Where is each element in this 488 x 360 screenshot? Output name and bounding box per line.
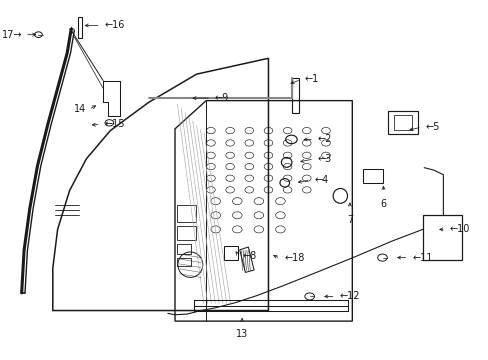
Bar — [393, 116, 411, 130]
Bar — [177, 243, 190, 254]
Bar — [422, 215, 461, 260]
Bar — [387, 111, 417, 134]
Text: ←8: ←8 — [242, 251, 256, 261]
Text: 17→: 17→ — [2, 30, 22, 40]
Bar — [224, 246, 237, 260]
Text: ←9: ←9 — [214, 93, 228, 103]
Bar — [363, 170, 383, 183]
Bar — [177, 205, 195, 222]
Text: 6: 6 — [380, 199, 386, 209]
Text: 13: 13 — [236, 329, 248, 339]
Text: 14: 14 — [74, 104, 86, 114]
Text: ←10: ←10 — [448, 224, 469, 234]
Text: ←12: ←12 — [339, 292, 359, 301]
Text: ←3: ←3 — [317, 154, 331, 164]
Text: ←1: ←1 — [304, 75, 319, 85]
Text: ←16: ←16 — [104, 21, 125, 31]
Text: 7: 7 — [346, 215, 352, 225]
Bar — [177, 226, 195, 240]
Bar — [177, 258, 190, 266]
Text: ←18: ←18 — [284, 253, 304, 263]
Text: ←4: ←4 — [314, 175, 328, 185]
Text: ←11: ←11 — [411, 253, 432, 262]
Text: ←5: ←5 — [425, 122, 439, 132]
Text: ←15: ←15 — [104, 119, 125, 129]
Bar — [292, 78, 299, 113]
Bar — [78, 17, 81, 38]
Text: ←2: ←2 — [317, 134, 331, 144]
